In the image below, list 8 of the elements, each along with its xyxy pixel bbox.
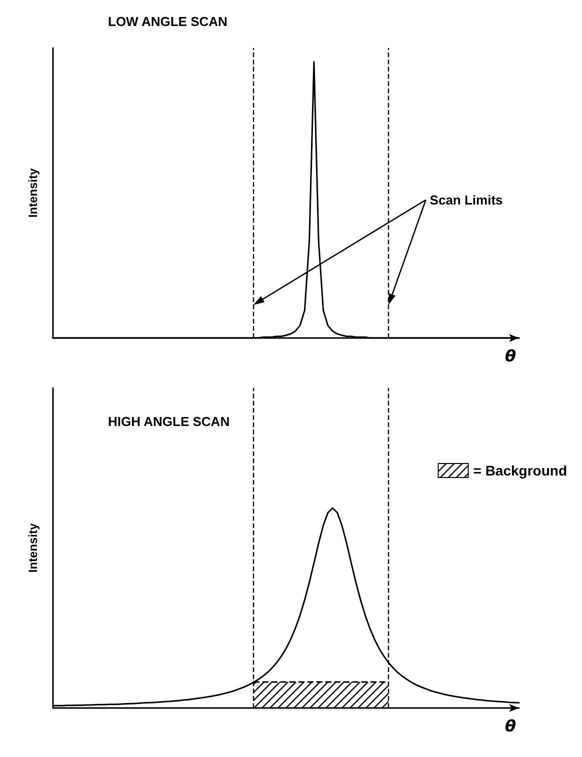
chart-title: LOW ANGLE SCAN: [108, 14, 228, 29]
legend-label: = Background: [473, 462, 568, 478]
chart-title: HIGH ANGLE SCAN: [108, 414, 230, 429]
x-axis-title: θ: [505, 716, 516, 736]
annotation: Scan Limits: [430, 192, 503, 208]
y-axis-title: Intensity: [26, 523, 40, 573]
y-axis-title: Intensity: [26, 168, 40, 218]
x-axis-title: θ: [505, 346, 516, 366]
